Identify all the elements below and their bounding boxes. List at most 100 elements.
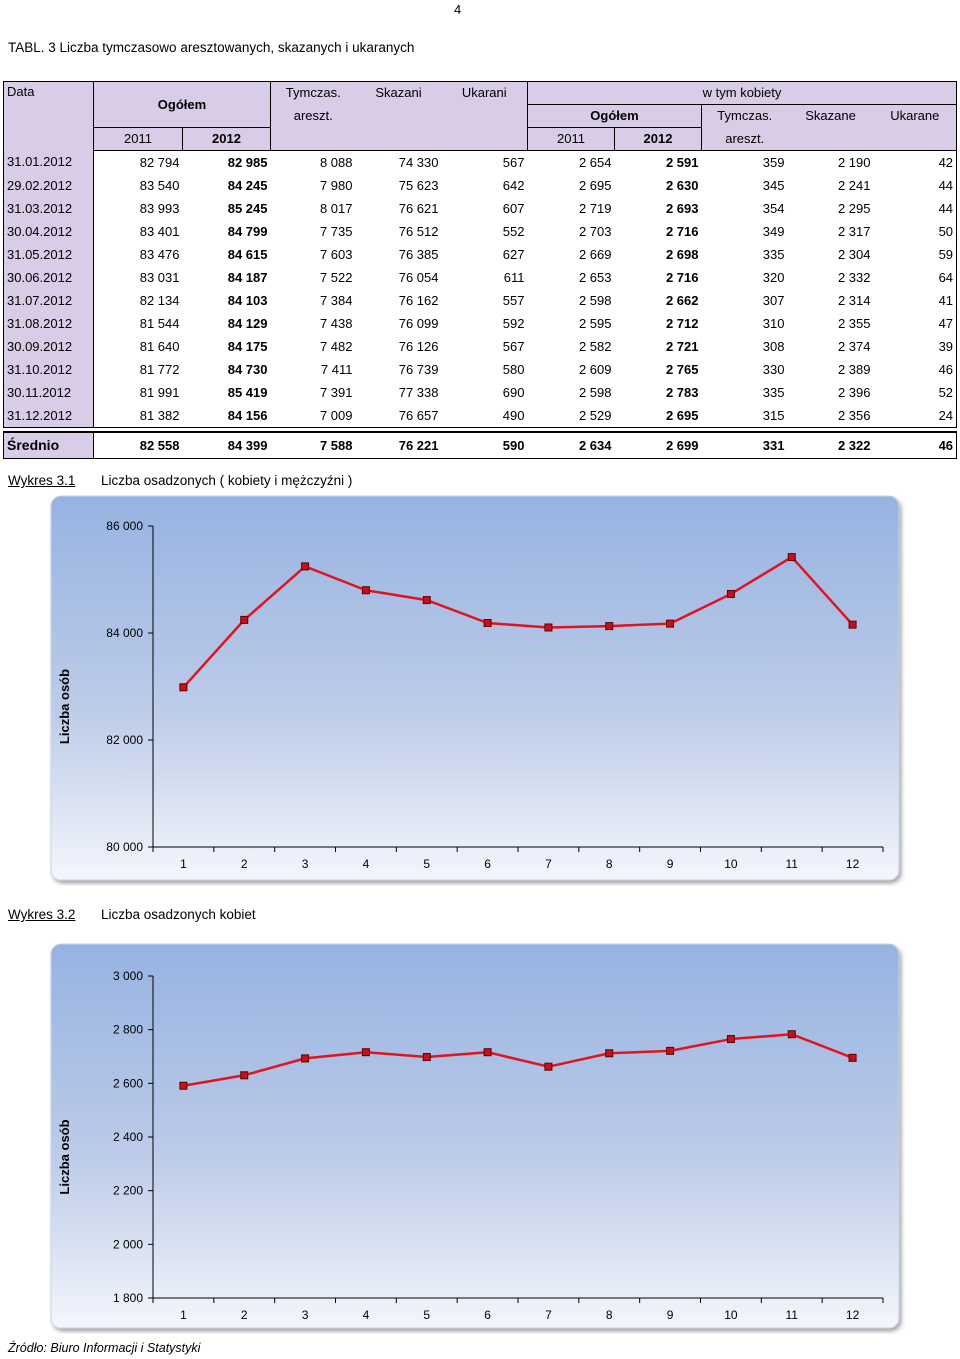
cell-kska: 2 314 — [837, 292, 871, 308]
table-row: 30.11.2012 81 991 85 419 7 391 77 338 690 2 59… — [3, 381, 958, 404]
row-date: 31.08.2012 — [3, 312, 94, 335]
cell-k2012: 2 716 — [665, 223, 699, 239]
table-row: 31.10.2012 81 772 84 730 7 411 76 739 580 2 60… — [3, 358, 958, 381]
cell-o2011: 83 476 — [139, 246, 180, 262]
y-tick-label: 86 000 — [106, 519, 143, 533]
table-row: 30.09.2012 81 640 84 175 7 482 76 126 567 2 58… — [3, 335, 958, 358]
row-date: 31.05.2012 — [3, 243, 94, 266]
cell-uka: 552 — [502, 223, 525, 239]
data-point — [301, 1054, 310, 1063]
cell-ktym: 335 — [762, 246, 785, 262]
x-tick-label: 11 — [786, 1308, 799, 1322]
cell-k2012: 2 783 — [665, 384, 699, 400]
average-tym: 7 588 — [270, 431, 356, 459]
header-data: Data — [3, 81, 94, 151]
x-tick-label: 5 — [423, 1308, 430, 1322]
cell-ska: 76 126 — [398, 338, 439, 354]
cell-k2011: 2 669 — [578, 246, 612, 262]
cell-ktym: 349 — [762, 223, 785, 239]
chart-plot-background — [50, 943, 900, 1329]
cell-o2011: 81 544 — [139, 315, 180, 331]
y-tick-label: 3 000 — [113, 969, 143, 983]
cell-ska: 76 739 — [398, 361, 439, 377]
chart1-caption: Wykres 3.1 Liczba osadzonych ( kobiety i… — [8, 473, 352, 488]
row-date: 30.11.2012 — [3, 381, 94, 404]
cell-k2012: 2 693 — [665, 200, 699, 216]
table-row: 30.06.2012 83 031 84 187 7 522 76 054 611 2 65… — [3, 266, 958, 289]
table-row: 31.08.2012 81 544 84 129 7 438 76 099 592 2 59… — [3, 312, 958, 335]
cell-ktym: 315 — [701, 404, 788, 428]
average-o2011: 82 558 — [93, 431, 183, 459]
cell-k2011: 2 529 — [527, 404, 615, 428]
x-tick-label: 11 — [786, 857, 799, 871]
cell-ska: 76 621 — [398, 200, 439, 216]
cell-kuka: 46 — [873, 358, 958, 381]
y-tick-label: 84 000 — [106, 626, 143, 640]
cell-ska: 77 338 — [398, 384, 439, 400]
data-point — [179, 683, 188, 692]
header-skazani: Skazani — [355, 81, 442, 105]
cell-uka: 580 — [502, 361, 525, 377]
header-k-year-2012: 2012 — [614, 127, 702, 151]
cell-ska: 76 099 — [398, 315, 439, 331]
average-ska: 76 221 — [355, 431, 442, 459]
cell-uka: 490 — [441, 404, 528, 428]
average-row: Średnio 82 558 84 399 7 588 76 221 590 2 634 2 … — [3, 431, 958, 459]
cell-ktym: 354 — [762, 200, 785, 216]
x-tick-label: 2 — [241, 857, 248, 871]
chart2-caption: Wykres 3.2 Liczba osadzonych kobiet — [8, 907, 256, 922]
data-point — [422, 596, 431, 605]
cell-uka: 642 — [502, 177, 525, 193]
cell-k2011: 2 598 — [578, 292, 612, 308]
table-row: 31.05.2012 83 476 84 615 7 603 76 385 627 2 66… — [3, 243, 958, 266]
chart2-number: Wykres 3.2 — [8, 907, 76, 922]
cell-kska: 2 355 — [837, 315, 871, 331]
cell-kska: 2 332 — [837, 269, 871, 285]
data-point — [666, 1046, 675, 1055]
y-tick-label: 2 000 — [113, 1237, 143, 1251]
header-w-tym-kobiety: w tym kobiety — [526, 81, 958, 105]
row-date: 31.10.2012 — [3, 358, 94, 381]
data-point — [726, 1035, 735, 1044]
x-tick-label: 10 — [724, 1308, 738, 1322]
data-point — [787, 1030, 796, 1039]
data-point — [361, 1048, 370, 1057]
chart2-title: Liczba osadzonych kobiet — [101, 907, 256, 922]
source-note: Źródło: Biuro Informacji i Statystyki — [8, 1341, 201, 1355]
header-tymczas-areszt: areszt. — [270, 104, 356, 128]
cell-kuka: 24 — [873, 404, 958, 428]
cell-ska: 76 162 — [398, 292, 439, 308]
x-tick-label: 2 — [241, 1308, 248, 1322]
cell-tym: 7 980 — [319, 177, 353, 193]
header-k-skazane: Skazane — [787, 104, 874, 128]
header-ukarani: Ukarani — [441, 81, 528, 105]
cell-kska: 2 396 — [837, 384, 871, 400]
cell-ska: 76 054 — [398, 269, 439, 285]
cell-ktym: 307 — [762, 292, 785, 308]
table-row: 29.02.2012 83 540 84 245 7 980 75 623 642 2 69… — [3, 174, 958, 197]
cell-o2011: 83 540 — [139, 177, 180, 193]
cell-kska: 2 295 — [837, 200, 871, 216]
row-date: 30.09.2012 — [3, 335, 94, 358]
cell-k2012: 2 765 — [665, 361, 699, 377]
x-tick-label: 5 — [423, 857, 430, 871]
cell-kuka: 47 — [873, 312, 958, 335]
cell-o2012: 85 419 — [227, 384, 268, 400]
row-date: 31.03.2012 — [3, 197, 94, 220]
data-point — [666, 619, 675, 628]
data-point — [483, 1048, 492, 1057]
row-date: 31.07.2012 — [3, 289, 94, 312]
cell-o2011: 82 134 — [139, 292, 180, 308]
x-tick-label: 1 — [180, 857, 187, 871]
y-tick-label: 2 600 — [113, 1076, 143, 1090]
cell-o2012: 84 245 — [227, 177, 268, 193]
cell-tym: 7 384 — [319, 292, 353, 308]
cell-o2011: 81 772 — [139, 361, 180, 377]
x-tick-label: 6 — [484, 1308, 491, 1322]
cell-k2012: 2 712 — [665, 315, 699, 331]
chart1-title: Liczba osadzonych ( kobiety i mężczyźni … — [101, 473, 353, 488]
cell-tym: 7 009 — [270, 404, 356, 428]
data-point — [422, 1053, 431, 1062]
